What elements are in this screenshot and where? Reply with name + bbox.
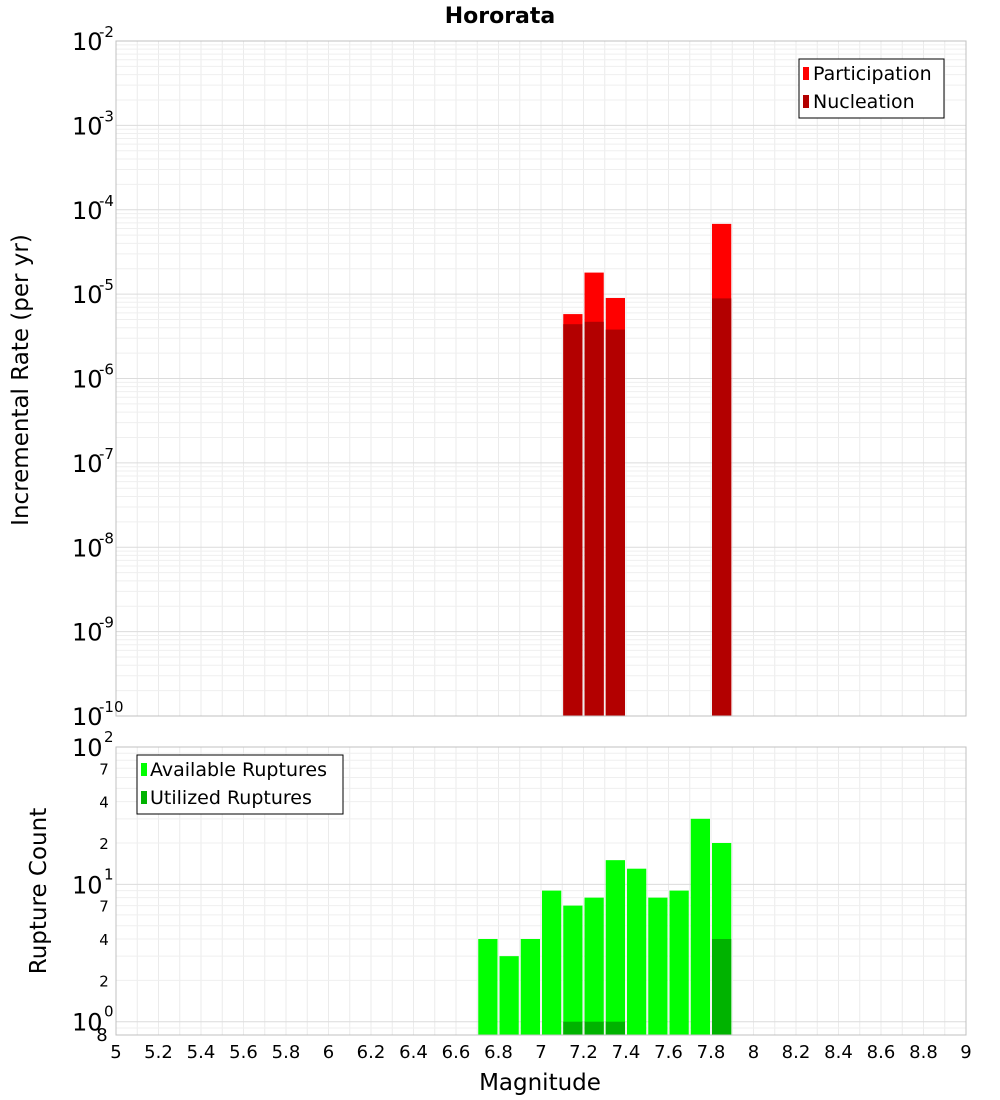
y-tick-label-top: 10 <box>72 450 103 478</box>
y-minor-tick-label-bottom: 7 <box>99 760 109 778</box>
y-tick-label-top: 10 <box>72 28 103 56</box>
top-grid <box>115 40 967 717</box>
y-tick-label-top: 10 <box>72 703 103 731</box>
top-y-tick-labels: 10-210-310-410-510-610-710-810-910-10 <box>72 23 124 731</box>
y-tick-exponent-top: -9 <box>99 614 114 632</box>
y-tick-exponent-bottom: 2 <box>104 728 114 746</box>
y-tick-label-top: 10 <box>72 619 103 647</box>
y-tick-label-bottom: 10 <box>72 871 103 899</box>
y-minor-tick-label-bottom: 2 <box>99 972 109 990</box>
y-tick-exponent-bottom: 0 <box>104 1003 114 1021</box>
bar-available-ruptures-bottom <box>478 939 498 1035</box>
x-tick-label: 5.2 <box>144 1042 173 1063</box>
top-bars <box>563 223 732 716</box>
x-tick-label: 7.6 <box>654 1042 683 1063</box>
legend-swatch-available <box>141 763 147 776</box>
y-tick-label-top: 10 <box>72 281 103 309</box>
y-tick-label-top: 10 <box>72 534 103 562</box>
x-tick-label: 8 <box>748 1042 759 1063</box>
x-tick-label: 8.6 <box>867 1042 896 1063</box>
x-tick-label: 6.6 <box>442 1042 471 1063</box>
legend-swatch-nucleation <box>803 95 809 108</box>
bar-available-ruptures-bottom <box>669 890 689 1035</box>
y-tick-exponent-top: -6 <box>99 361 114 379</box>
x-tick-label: 7 <box>535 1042 546 1063</box>
y-tick-exponent-top: -8 <box>99 529 114 547</box>
y-tick-exponent-top: -3 <box>99 107 114 125</box>
x-tick-label: 8.8 <box>909 1042 938 1063</box>
y-minor-tick-label-bottom: 2 <box>99 835 109 853</box>
y-minor-tick-label-bottom: 8 <box>96 1025 107 1046</box>
legend-label-nucleation: Nucleation <box>813 91 915 113</box>
x-tick-label: 5.8 <box>272 1042 301 1063</box>
y-tick-label-bottom: 10 <box>72 1009 103 1037</box>
bottom-plot-border <box>115 746 967 1036</box>
bar-available-ruptures-bottom <box>648 897 668 1035</box>
x-tick-label: 6.4 <box>399 1042 428 1063</box>
bar-available-ruptures-bottom <box>605 860 625 1035</box>
x-tick-label: 5.4 <box>187 1042 216 1063</box>
x-tick-label: 8.4 <box>824 1042 853 1063</box>
x-tick-label: 6.8 <box>484 1042 513 1063</box>
bar-available-ruptures-bottom <box>690 818 710 1035</box>
bar-utilized-ruptures-bottom <box>584 1021 604 1035</box>
chart-title: Hororata <box>445 4 556 29</box>
legend-label-utilized: Utilized Ruptures <box>150 787 312 809</box>
x-tick-label: 7.8 <box>697 1042 726 1063</box>
y-tick-exponent-top: -7 <box>99 445 114 463</box>
y-tick-exponent-bottom: 1 <box>104 865 114 883</box>
bar-available-ruptures-bottom <box>520 939 540 1035</box>
bar-utilized-ruptures-bottom <box>563 1021 583 1035</box>
bottom-bars <box>478 818 732 1035</box>
top-plot-border <box>115 40 967 717</box>
x-tick-label: 6.2 <box>357 1042 386 1063</box>
bar-available-ruptures-bottom <box>627 868 647 1035</box>
x-tick-label: 7.4 <box>612 1042 641 1063</box>
y-tick-exponent-top: -4 <box>99 192 114 210</box>
x-tick-label: 6 <box>323 1042 334 1063</box>
y-tick-label-top: 10 <box>72 112 103 140</box>
y-minor-tick-label-bottom: 7 <box>99 898 109 916</box>
x-tick-label: 5.6 <box>229 1042 258 1063</box>
y-tick-label-top: 10 <box>72 366 103 394</box>
bar-utilized-ruptures-bottom <box>712 939 732 1035</box>
y-tick-exponent-top: -5 <box>99 276 114 294</box>
x-tick-label: 9 <box>960 1042 971 1063</box>
legend-swatch-utilized <box>141 791 147 804</box>
x-tick-labels: 5 5.2 5.4 5.6 5.8 6 6.2 6.4 6.6 6.8 7 7.2 7.4 7.6 7.8 8… <box>110 1042 971 1063</box>
x-axis-title: Magnitude <box>479 1070 601 1096</box>
y-minor-tick-label-bottom: 4 <box>99 931 109 949</box>
bar-available-ruptures-bottom <box>542 890 562 1035</box>
legend-label-available: Available Ruptures <box>150 759 327 781</box>
bar-nucleation-top <box>584 321 604 716</box>
y-tick-exponent-top: -2 <box>99 23 114 41</box>
legend-label-participation: Participation <box>813 63 932 85</box>
bottom-legend-box <box>136 754 344 815</box>
bar-available-ruptures-bottom <box>499 956 519 1035</box>
bar-utilized-ruptures-bottom <box>605 1021 625 1035</box>
bar-available-ruptures-bottom <box>584 897 604 1035</box>
top-legend-box <box>798 58 945 119</box>
y-tick-label-top: 10 <box>72 197 103 225</box>
x-tick-label: 7.2 <box>569 1042 598 1063</box>
legend-swatch-participation <box>803 67 809 80</box>
bottom-legend: Available Ruptures Utilized Ruptures <box>136 754 344 815</box>
top-legend: Participation Nucleation <box>798 58 945 119</box>
y-tick-label-bottom: 10 <box>72 734 103 762</box>
bottom-y-axis-title: Rupture Count <box>26 808 52 974</box>
x-tick-label: 5 <box>110 1042 121 1063</box>
y-minor-tick-label-bottom: 4 <box>99 794 109 812</box>
top-y-axis-title: Incremental Rate (per yr) <box>8 234 34 526</box>
bar-nucleation-top <box>712 298 732 716</box>
bar-nucleation-top <box>605 329 625 716</box>
x-tick-label: 8.2 <box>782 1042 811 1063</box>
bar-available-ruptures-bottom <box>563 905 583 1035</box>
bar-nucleation-top <box>563 324 583 716</box>
y-tick-exponent-top: -10 <box>99 698 124 716</box>
